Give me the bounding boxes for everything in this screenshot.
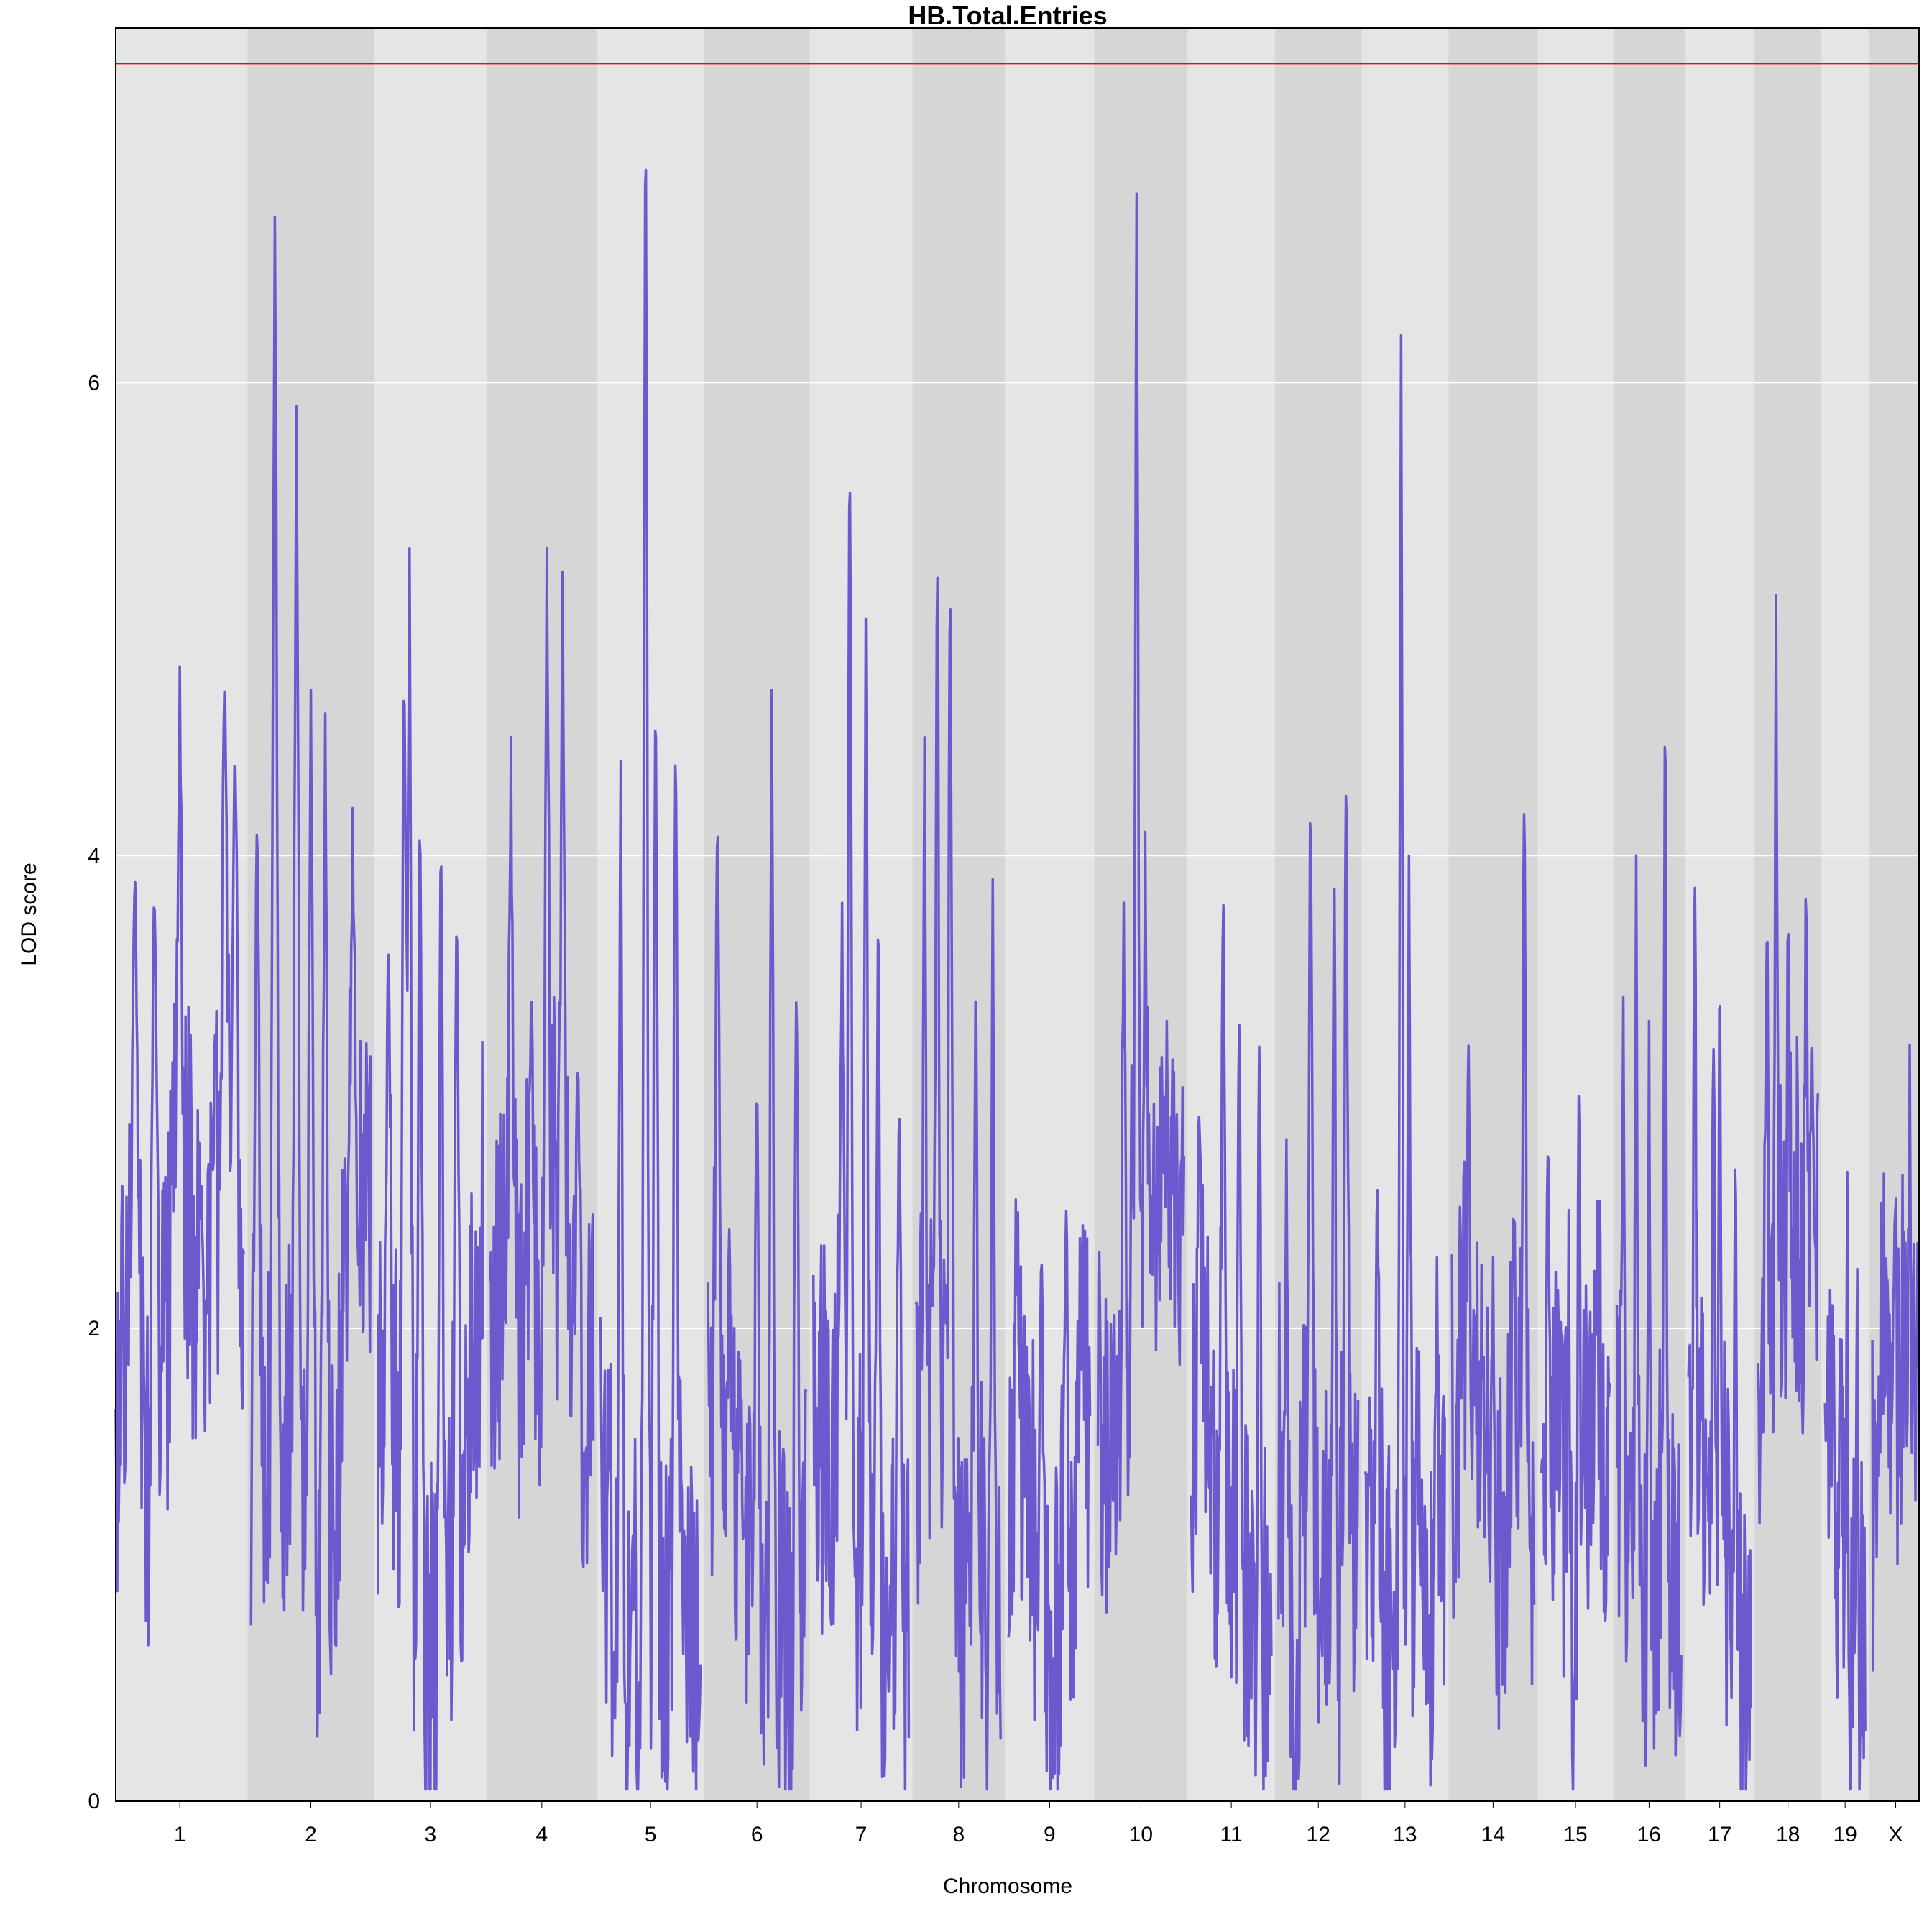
lod-line-chr-8: [914, 576, 1003, 1791]
x-tick-label-6: 6: [751, 1823, 763, 1846]
y-tick-label: 0: [88, 1790, 100, 1813]
lod-line-chr-11: [1190, 903, 1273, 1791]
x-tick-label-3: 3: [425, 1823, 437, 1846]
x-tick-label-17: 17: [1708, 1823, 1731, 1846]
lod-line-chr-15: [1540, 1095, 1611, 1791]
lod-line-chr-14: [1450, 813, 1536, 1730]
y-tick-label: 2: [88, 1317, 100, 1340]
x-tick-label-5: 5: [645, 1823, 657, 1846]
x-tick-label-16: 16: [1637, 1823, 1661, 1846]
lod-line-chr-16: [1615, 745, 1683, 1767]
x-tick-label-11: 11: [1220, 1823, 1243, 1846]
lod-line-chr-17: [1687, 886, 1752, 1791]
chart-title: HB.Total.Entries: [908, 1, 1107, 30]
lod-line-chr-9: [1007, 1197, 1092, 1791]
lod-line-chr-X: [1871, 1043, 1920, 1672]
lod-line-chr-12: [1277, 794, 1360, 1791]
x-tick-label-15: 15: [1563, 1823, 1587, 1846]
chromosome-band-4: [487, 28, 597, 1801]
y-ticks: 0 2 4 6: [88, 371, 100, 1813]
chromosome-band-9: [1005, 28, 1095, 1801]
chromosome-band-18: [1754, 28, 1822, 1801]
lod-line-chr-6: [706, 689, 808, 1791]
lod-line-chr-18: [1757, 594, 1820, 1525]
x-tick-label-1: 1: [174, 1823, 186, 1846]
plot-frame: [115, 27, 1920, 1802]
x-tick-label-2: 2: [305, 1823, 317, 1846]
y-tick-label: 4: [88, 844, 100, 868]
lod-series: [114, 168, 1920, 1791]
lod-line-chr-19: [1823, 1170, 1867, 1791]
x-tick-label-7: 7: [855, 1823, 868, 1846]
chromosome-bands: [116, 28, 1919, 1801]
x-tick-label-12: 12: [1307, 1823, 1330, 1846]
lod-line-chr-13: [1363, 334, 1446, 1791]
lod-line-chr-10: [1096, 192, 1186, 1614]
y-axis-label: LOD score: [17, 862, 41, 965]
x-tick-label-9: 9: [1044, 1823, 1056, 1846]
x-axis-label: Chromosome: [943, 1874, 1072, 1898]
lod-line-chr-5: [599, 168, 702, 1791]
x-tick-label-4: 4: [535, 1823, 548, 1846]
lod-line-chr-2: [249, 216, 372, 1738]
lod-line-chr-4: [489, 546, 595, 1568]
y-tick-label: 6: [88, 371, 100, 395]
x-tick-label-8: 8: [952, 1823, 965, 1846]
lod-line-chr-7: [812, 492, 911, 1791]
x-tick-label-13: 13: [1393, 1823, 1417, 1846]
x-tick-label-19: 19: [1833, 1823, 1857, 1846]
x-tick-label-14: 14: [1481, 1823, 1505, 1846]
x-ticks: 1 2 3 4 5 6 7 8 9 10 11 12 13 14 15 16 17 18 19 X: [174, 1801, 1903, 1846]
x-tick-label-18: 18: [1776, 1823, 1800, 1846]
lod-line-chr-1: [114, 665, 246, 1647]
x-tick-label-X: X: [1889, 1823, 1903, 1846]
x-tick-label-10: 10: [1129, 1823, 1153, 1846]
lod-line-chr-3: [376, 546, 484, 1791]
